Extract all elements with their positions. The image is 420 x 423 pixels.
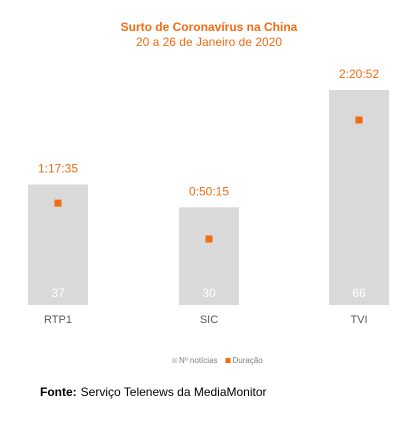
bar-value-label: 30 xyxy=(202,286,216,300)
bar xyxy=(179,207,239,305)
source-text: Serviço Telenews da MediaMonitor xyxy=(81,385,267,399)
x-tick-label: RTP1 xyxy=(44,314,72,326)
x-tick-label: TVI xyxy=(350,314,367,326)
duration-marker xyxy=(54,199,62,207)
bar-value-label: 66 xyxy=(352,286,366,300)
legend-label: Duração xyxy=(233,356,264,365)
duration-marker xyxy=(355,116,363,124)
source-label: Fonte: xyxy=(40,385,77,399)
x-tick-label: SIC xyxy=(200,314,218,326)
duration-label: 0:50:15 xyxy=(189,184,229,198)
duration-label: 1:17:35 xyxy=(38,162,78,176)
legend-label: Nº notícias xyxy=(179,356,218,365)
duration-label: 2:20:52 xyxy=(339,67,379,81)
bar xyxy=(329,90,389,305)
duration-marker xyxy=(205,235,213,243)
legend-swatch xyxy=(225,358,231,363)
chart-title: Surto de Coronavírus na China xyxy=(121,20,298,34)
chart-subtitle: 20 a 26 de Janeiro de 2020 xyxy=(136,35,282,49)
legend-swatch xyxy=(172,358,177,363)
source: Fonte: Serviço Telenews da MediaMonitor xyxy=(40,385,267,399)
bar-value-label: 37 xyxy=(51,286,65,300)
